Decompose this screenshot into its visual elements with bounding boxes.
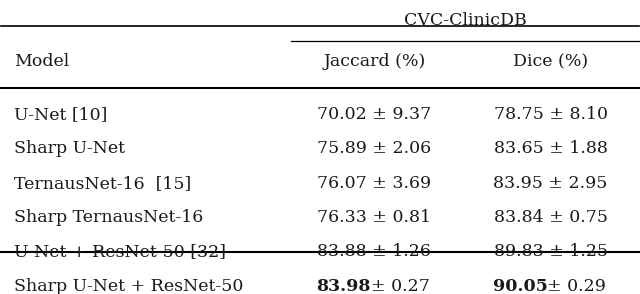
Text: ± 0.29: ± 0.29 bbox=[547, 278, 606, 294]
Text: 83.84 ± 0.75: 83.84 ± 0.75 bbox=[493, 209, 607, 226]
Text: 76.07 ± 3.69: 76.07 ± 3.69 bbox=[317, 175, 431, 192]
Text: 75.89 ± 2.06: 75.89 ± 2.06 bbox=[317, 141, 431, 157]
Text: 78.75 ± 8.10: 78.75 ± 8.10 bbox=[493, 106, 607, 123]
Text: 83.95 ± 2.95: 83.95 ± 2.95 bbox=[493, 175, 608, 192]
Text: TernausNet-16  [15]: TernausNet-16 [15] bbox=[14, 175, 191, 192]
Text: CVC-ClinicDB: CVC-ClinicDB bbox=[404, 12, 526, 29]
Text: 76.33 ± 0.81: 76.33 ± 0.81 bbox=[317, 209, 431, 226]
Text: Model: Model bbox=[14, 53, 69, 70]
Text: 70.02 ± 9.37: 70.02 ± 9.37 bbox=[317, 106, 431, 123]
Text: Dice (%): Dice (%) bbox=[513, 53, 588, 70]
Text: Sharp U-Net + ResNet-50: Sharp U-Net + ResNet-50 bbox=[14, 278, 243, 294]
Text: 83.65 ± 1.88: 83.65 ± 1.88 bbox=[493, 141, 607, 157]
Text: Sharp U-Net: Sharp U-Net bbox=[14, 141, 125, 157]
Text: Sharp TernausNet-16: Sharp TernausNet-16 bbox=[14, 209, 204, 226]
Text: 89.83 ± 1.25: 89.83 ± 1.25 bbox=[493, 243, 608, 260]
Text: 83.98: 83.98 bbox=[317, 278, 371, 294]
Text: 90.05: 90.05 bbox=[493, 278, 547, 294]
Text: 83.88 ± 1.26: 83.88 ± 1.26 bbox=[317, 243, 431, 260]
Text: ± 0.27: ± 0.27 bbox=[371, 278, 430, 294]
Text: U-Net [10]: U-Net [10] bbox=[14, 106, 108, 123]
Text: Jaccard (%): Jaccard (%) bbox=[323, 53, 426, 70]
Text: U-Net + ResNet-50 [32]: U-Net + ResNet-50 [32] bbox=[14, 243, 226, 260]
